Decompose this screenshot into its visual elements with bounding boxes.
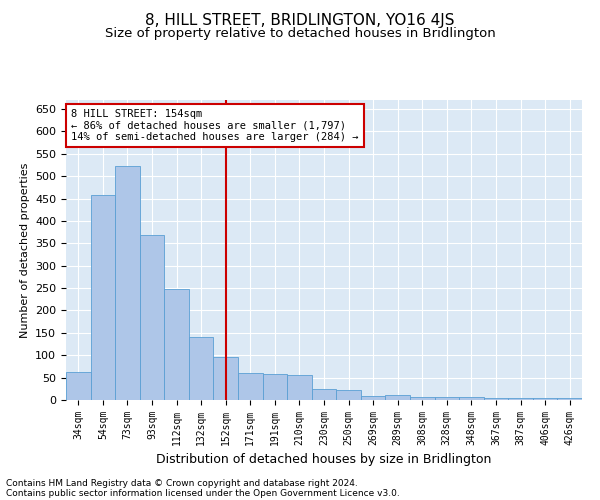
Bar xyxy=(434,398,459,400)
Bar xyxy=(214,358,238,400)
Text: 8 HILL STREET: 154sqm
← 86% of detached houses are smaller (1,797)
14% of semi-d: 8 HILL STREET: 154sqm ← 86% of detached … xyxy=(71,109,359,142)
Bar xyxy=(312,390,336,400)
Bar xyxy=(287,376,312,400)
Bar xyxy=(336,390,361,400)
Bar xyxy=(533,398,557,400)
Y-axis label: Number of detached properties: Number of detached properties xyxy=(20,162,29,338)
Bar xyxy=(459,398,484,400)
Text: Contains public sector information licensed under the Open Government Licence v3: Contains public sector information licen… xyxy=(6,488,400,498)
Text: 8, HILL STREET, BRIDLINGTON, YO16 4JS: 8, HILL STREET, BRIDLINGTON, YO16 4JS xyxy=(145,12,455,28)
Bar xyxy=(238,373,263,400)
Bar xyxy=(164,289,189,400)
Bar xyxy=(410,397,434,400)
Text: Size of property relative to detached houses in Bridlington: Size of property relative to detached ho… xyxy=(104,28,496,40)
Bar xyxy=(115,166,140,400)
Bar xyxy=(557,398,582,400)
Bar xyxy=(66,372,91,400)
Bar xyxy=(508,398,533,400)
Text: Contains HM Land Registry data © Crown copyright and database right 2024.: Contains HM Land Registry data © Crown c… xyxy=(6,478,358,488)
X-axis label: Distribution of detached houses by size in Bridlington: Distribution of detached houses by size … xyxy=(157,454,491,466)
Bar xyxy=(484,398,508,400)
Bar xyxy=(385,394,410,400)
Bar xyxy=(189,338,214,400)
Bar xyxy=(91,196,115,400)
Bar xyxy=(263,374,287,400)
Bar xyxy=(361,396,385,400)
Bar xyxy=(140,235,164,400)
